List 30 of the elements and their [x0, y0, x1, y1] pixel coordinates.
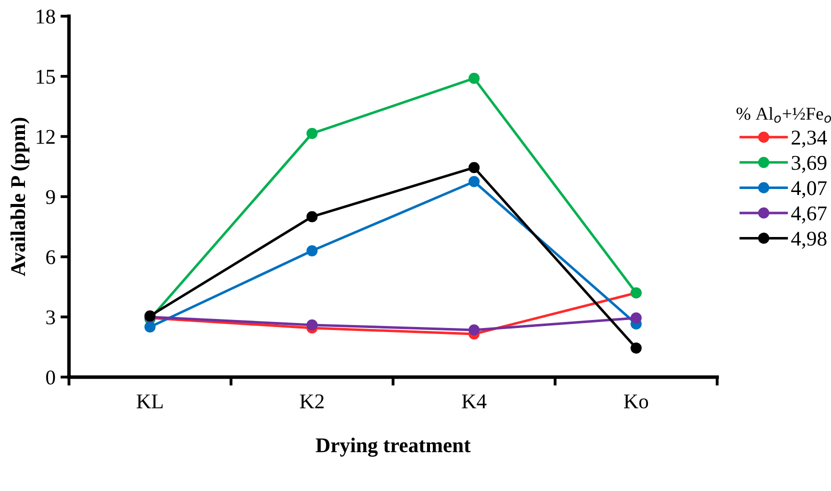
point	[468, 72, 480, 84]
y-tick-label: 9	[46, 190, 55, 204]
point	[306, 128, 318, 140]
y-axis-title: Available P (ppm)	[10, 118, 30, 276]
x-tick-label: K4	[462, 394, 486, 408]
point	[630, 312, 642, 324]
legend-label: 3,69	[792, 156, 826, 173]
point	[468, 162, 480, 174]
x-axis-title: Drying treatment	[316, 438, 471, 457]
legend-label: 4,67	[791, 206, 827, 224]
point	[468, 176, 480, 188]
y-tick-label: 3	[46, 310, 55, 324]
point	[630, 342, 642, 354]
x-tick-label: Ko	[624, 394, 648, 408]
y-tick-label: 12	[36, 130, 55, 144]
y-tick-label: 0	[46, 370, 55, 385]
point	[306, 319, 318, 331]
x-tick-label: K2	[300, 394, 324, 408]
point	[306, 245, 318, 256]
legend-label: 4,07	[791, 181, 827, 198]
x-tick-label: KL	[136, 394, 163, 408]
legend-label: 2,34	[792, 130, 827, 148]
y-tick-label: 18	[36, 10, 55, 24]
point	[144, 321, 156, 333]
point	[306, 211, 318, 222]
legend-label: 4,98	[791, 232, 826, 249]
y-tick-label: 15	[36, 70, 55, 84]
legend-title: % Al$_{o}$+½Fe$_{o}$	[736, 107, 831, 123]
point	[468, 324, 480, 336]
y-tick-label: 6	[46, 250, 56, 264]
